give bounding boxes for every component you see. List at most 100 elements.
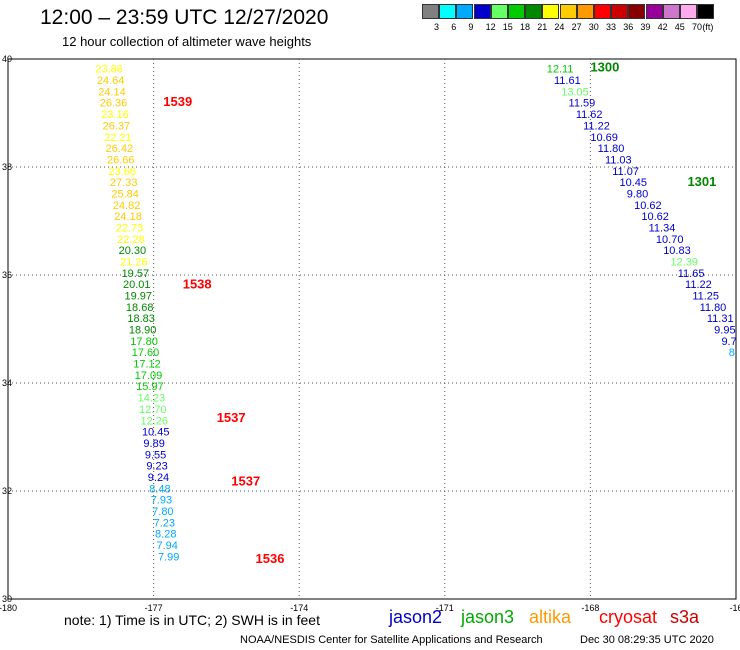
wave-height-label: 12.26: [140, 415, 168, 427]
wave-height-label: 20.01: [123, 279, 151, 291]
color-scale-unit: (ft): [702, 22, 714, 32]
track-layer: 23.8624.6424.1426.3623.1626.3722.2126.42…: [95, 60, 740, 566]
satellite-name: altika: [529, 607, 572, 627]
orbit-rev-label: 1301: [687, 174, 716, 189]
color-scale-label: 21: [537, 22, 548, 32]
wave-height-label: 10.62: [634, 200, 662, 212]
wave-height-label: 9.23: [146, 461, 167, 473]
wave-height-label: 21.26: [120, 257, 148, 269]
wave-height-label: 10.62: [641, 211, 669, 223]
wave-height-label: 12.70: [139, 404, 167, 416]
wave-height-label: 25.84: [111, 188, 139, 200]
color-scale-label: 12: [485, 22, 496, 32]
wave-height-label: 15.97: [136, 381, 164, 393]
orbit-rev-label: 1537: [231, 473, 260, 488]
wave-height-label: 7.99: [158, 551, 179, 563]
wave-height-label: 11.22: [685, 279, 712, 291]
lon-tick-label: -177: [145, 603, 163, 613]
lat-tick-label: 32: [2, 486, 12, 496]
color-swatch: [645, 4, 663, 19]
wave-height-label: 10.70: [656, 234, 684, 246]
lat-tick-label: 30: [2, 594, 12, 604]
color-swatch: [576, 4, 594, 19]
wave-height-label: 22.21: [104, 132, 132, 144]
color-scale-label: 39: [640, 22, 651, 32]
wave-height-label: 19.57: [122, 268, 150, 280]
satellite-name: jason2: [389, 607, 443, 627]
color-scale-label: 9: [468, 22, 474, 32]
footer-note: note: 1) Time is in UTC; 2) SWH is in fe…: [64, 612, 320, 628]
color-swatch: [662, 4, 680, 19]
color-swatch: [525, 4, 543, 19]
satellite-name: jason3: [461, 607, 515, 627]
wave-height-label: 18.68: [126, 302, 154, 314]
lat-tick-label: 36: [2, 270, 12, 280]
color-scale-label: 45: [674, 22, 685, 32]
wave-height-label: 11.61: [554, 75, 581, 87]
wave-height-label: 24.64: [97, 75, 125, 87]
wave-height-label: 23.86: [95, 64, 123, 76]
wave-height-label: 11.22: [583, 120, 610, 132]
wave-height-label: 11.65: [678, 268, 705, 280]
wave-height-label: 23.66: [108, 166, 136, 178]
wave-height-label: 11.07: [612, 166, 639, 178]
wave-height-label: 10.83: [663, 245, 691, 257]
wave-height-label: 14.23: [138, 393, 166, 405]
color-swatch: [594, 4, 611, 19]
orbit-rev-label: 1539: [163, 94, 192, 109]
wave-height-label: 27.33: [110, 177, 138, 189]
lon-tick-label: -180: [0, 603, 17, 613]
lon-tick-label: -168: [581, 603, 599, 613]
lon-tick-label: -171: [436, 603, 454, 613]
wave-height-label: 11.80: [700, 302, 727, 314]
footer-credit: NOAA/NESDIS Center for Satellite Applica…: [240, 634, 543, 646]
page-title: 12:00 – 23:59 UTC 12/27/2020: [40, 6, 329, 29]
color-scale-label: 15: [502, 22, 513, 32]
color-swatch: [628, 4, 646, 19]
wave-height-label: 11.80: [598, 143, 625, 155]
lon-tick-label: -174: [290, 603, 308, 613]
wave-height-label: 7.93: [151, 495, 172, 507]
color-scale-label: 36: [623, 22, 634, 32]
color-swatch: [490, 4, 508, 19]
wave-height-label: 19.97: [124, 291, 152, 303]
color-swatch: [680, 4, 697, 19]
wave-height-label: 11.03: [605, 154, 632, 166]
wave-height-label: 9.24: [148, 472, 169, 484]
map-frame: [7, 58, 737, 600]
wave-height-label: 24.14: [98, 86, 126, 98]
footer-timestamp: Dec 30 08:29:35 UTC 2020: [580, 634, 714, 646]
color-scale-label: 18: [520, 22, 531, 32]
color-scale-label: 27: [571, 22, 582, 32]
orbit-rev-label: 1300: [590, 60, 619, 75]
wave-height-label: 17.60: [132, 347, 160, 359]
wave-height-label: 24.82: [113, 200, 141, 212]
wave-height-label: 20.30: [119, 245, 147, 257]
color-swatch: [508, 4, 525, 19]
wave-height-label: 11.59: [569, 98, 596, 110]
wave-height-label: 10.69: [590, 132, 618, 144]
orbit-rev-label: 1536: [256, 551, 285, 566]
wave-height-label: 9.89: [143, 438, 164, 450]
color-swatch: [542, 4, 560, 19]
color-scale-label: 33: [606, 22, 617, 32]
wave-height-label: 24.18: [114, 211, 142, 223]
wave-height-label: 22.28: [117, 234, 145, 246]
wave-height-label: 17.12: [133, 359, 161, 371]
wave-height-label: 10.45: [620, 177, 648, 189]
wave-height-label: 7.23: [154, 517, 175, 529]
wave-height-label: 7.80: [152, 506, 173, 518]
lat-tick-label: 38: [2, 162, 12, 172]
color-swatch: [697, 4, 715, 19]
satellite-name: cryosat: [599, 607, 658, 627]
color-swatch: [439, 4, 457, 19]
wave-height-label: 13.05: [561, 86, 589, 98]
lon-tick-label: -16: [729, 603, 740, 613]
wave-height-label: 26.66: [107, 154, 135, 166]
wave-height-label: 8.48: [149, 483, 170, 495]
lat-tick-label: 34: [2, 378, 12, 388]
wave-height-label: 9.55: [145, 449, 166, 461]
color-scale-label: 3: [434, 22, 440, 32]
wave-height-label: 8.60: [729, 347, 740, 359]
